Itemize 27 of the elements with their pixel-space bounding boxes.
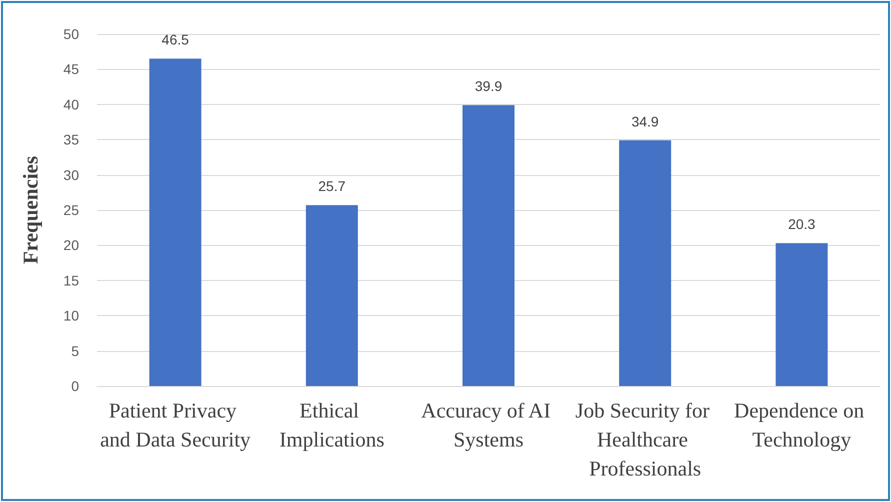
y-tick-label: 20 — [63, 237, 80, 254]
data-label: 39.9 — [474, 78, 502, 94]
bar — [306, 205, 358, 386]
y-tick-label: 10 — [63, 308, 80, 324]
y-tick-label: 45 — [63, 61, 80, 78]
bar — [149, 58, 202, 386]
data-label: 46.5 — [162, 32, 190, 48]
data-label: 20.3 — [788, 216, 816, 232]
bar — [776, 243, 828, 386]
y-tick-label: 5 — [71, 342, 80, 359]
y-tick-label: 35 — [63, 132, 80, 148]
y-tick-label: 0 — [71, 378, 80, 394]
x-tick-label: Dependence on Technology — [734, 398, 870, 452]
x-tick-label: Patient Privacy and Data Security — [100, 398, 252, 452]
y-tick-label: 25 — [63, 202, 80, 218]
x-tick-label: Accuracy of AI Systems — [421, 398, 556, 452]
bar — [619, 140, 672, 386]
x-tick-label: Job Security for Healthcare Professionals — [575, 398, 715, 480]
data-label: 25.7 — [318, 178, 346, 194]
y-tick-label: 30 — [63, 166, 80, 183]
y-tick-label: 15 — [63, 272, 80, 288]
y-axis-title: Frequencies — [18, 156, 42, 264]
bar — [462, 105, 514, 386]
y-tick-label: 50 — [63, 26, 80, 42]
data-label: 34.9 — [631, 113, 659, 130]
x-tick-label: Ethical Implications — [279, 398, 384, 452]
y-tick-label: 40 — [63, 96, 80, 112]
